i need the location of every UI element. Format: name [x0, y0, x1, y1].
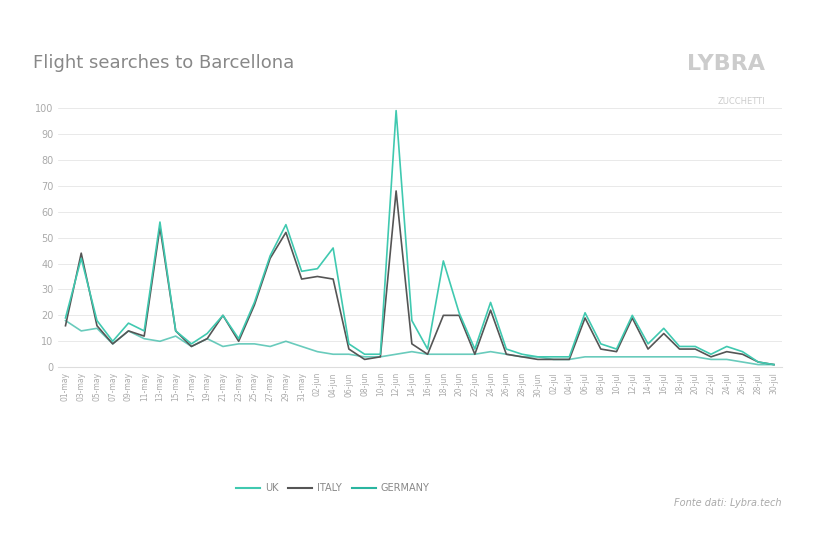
- Text: Fonte dati: Lybra.tech: Fonte dati: Lybra.tech: [674, 497, 782, 508]
- Text: LYBRA: LYBRA: [687, 54, 765, 74]
- Text: ZUCCHETTI: ZUCCHETTI: [718, 97, 765, 106]
- Text: Flight searches to Barcellona: Flight searches to Barcellona: [33, 54, 294, 72]
- Legend: UK, ITALY, GERMANY: UK, ITALY, GERMANY: [232, 480, 434, 497]
